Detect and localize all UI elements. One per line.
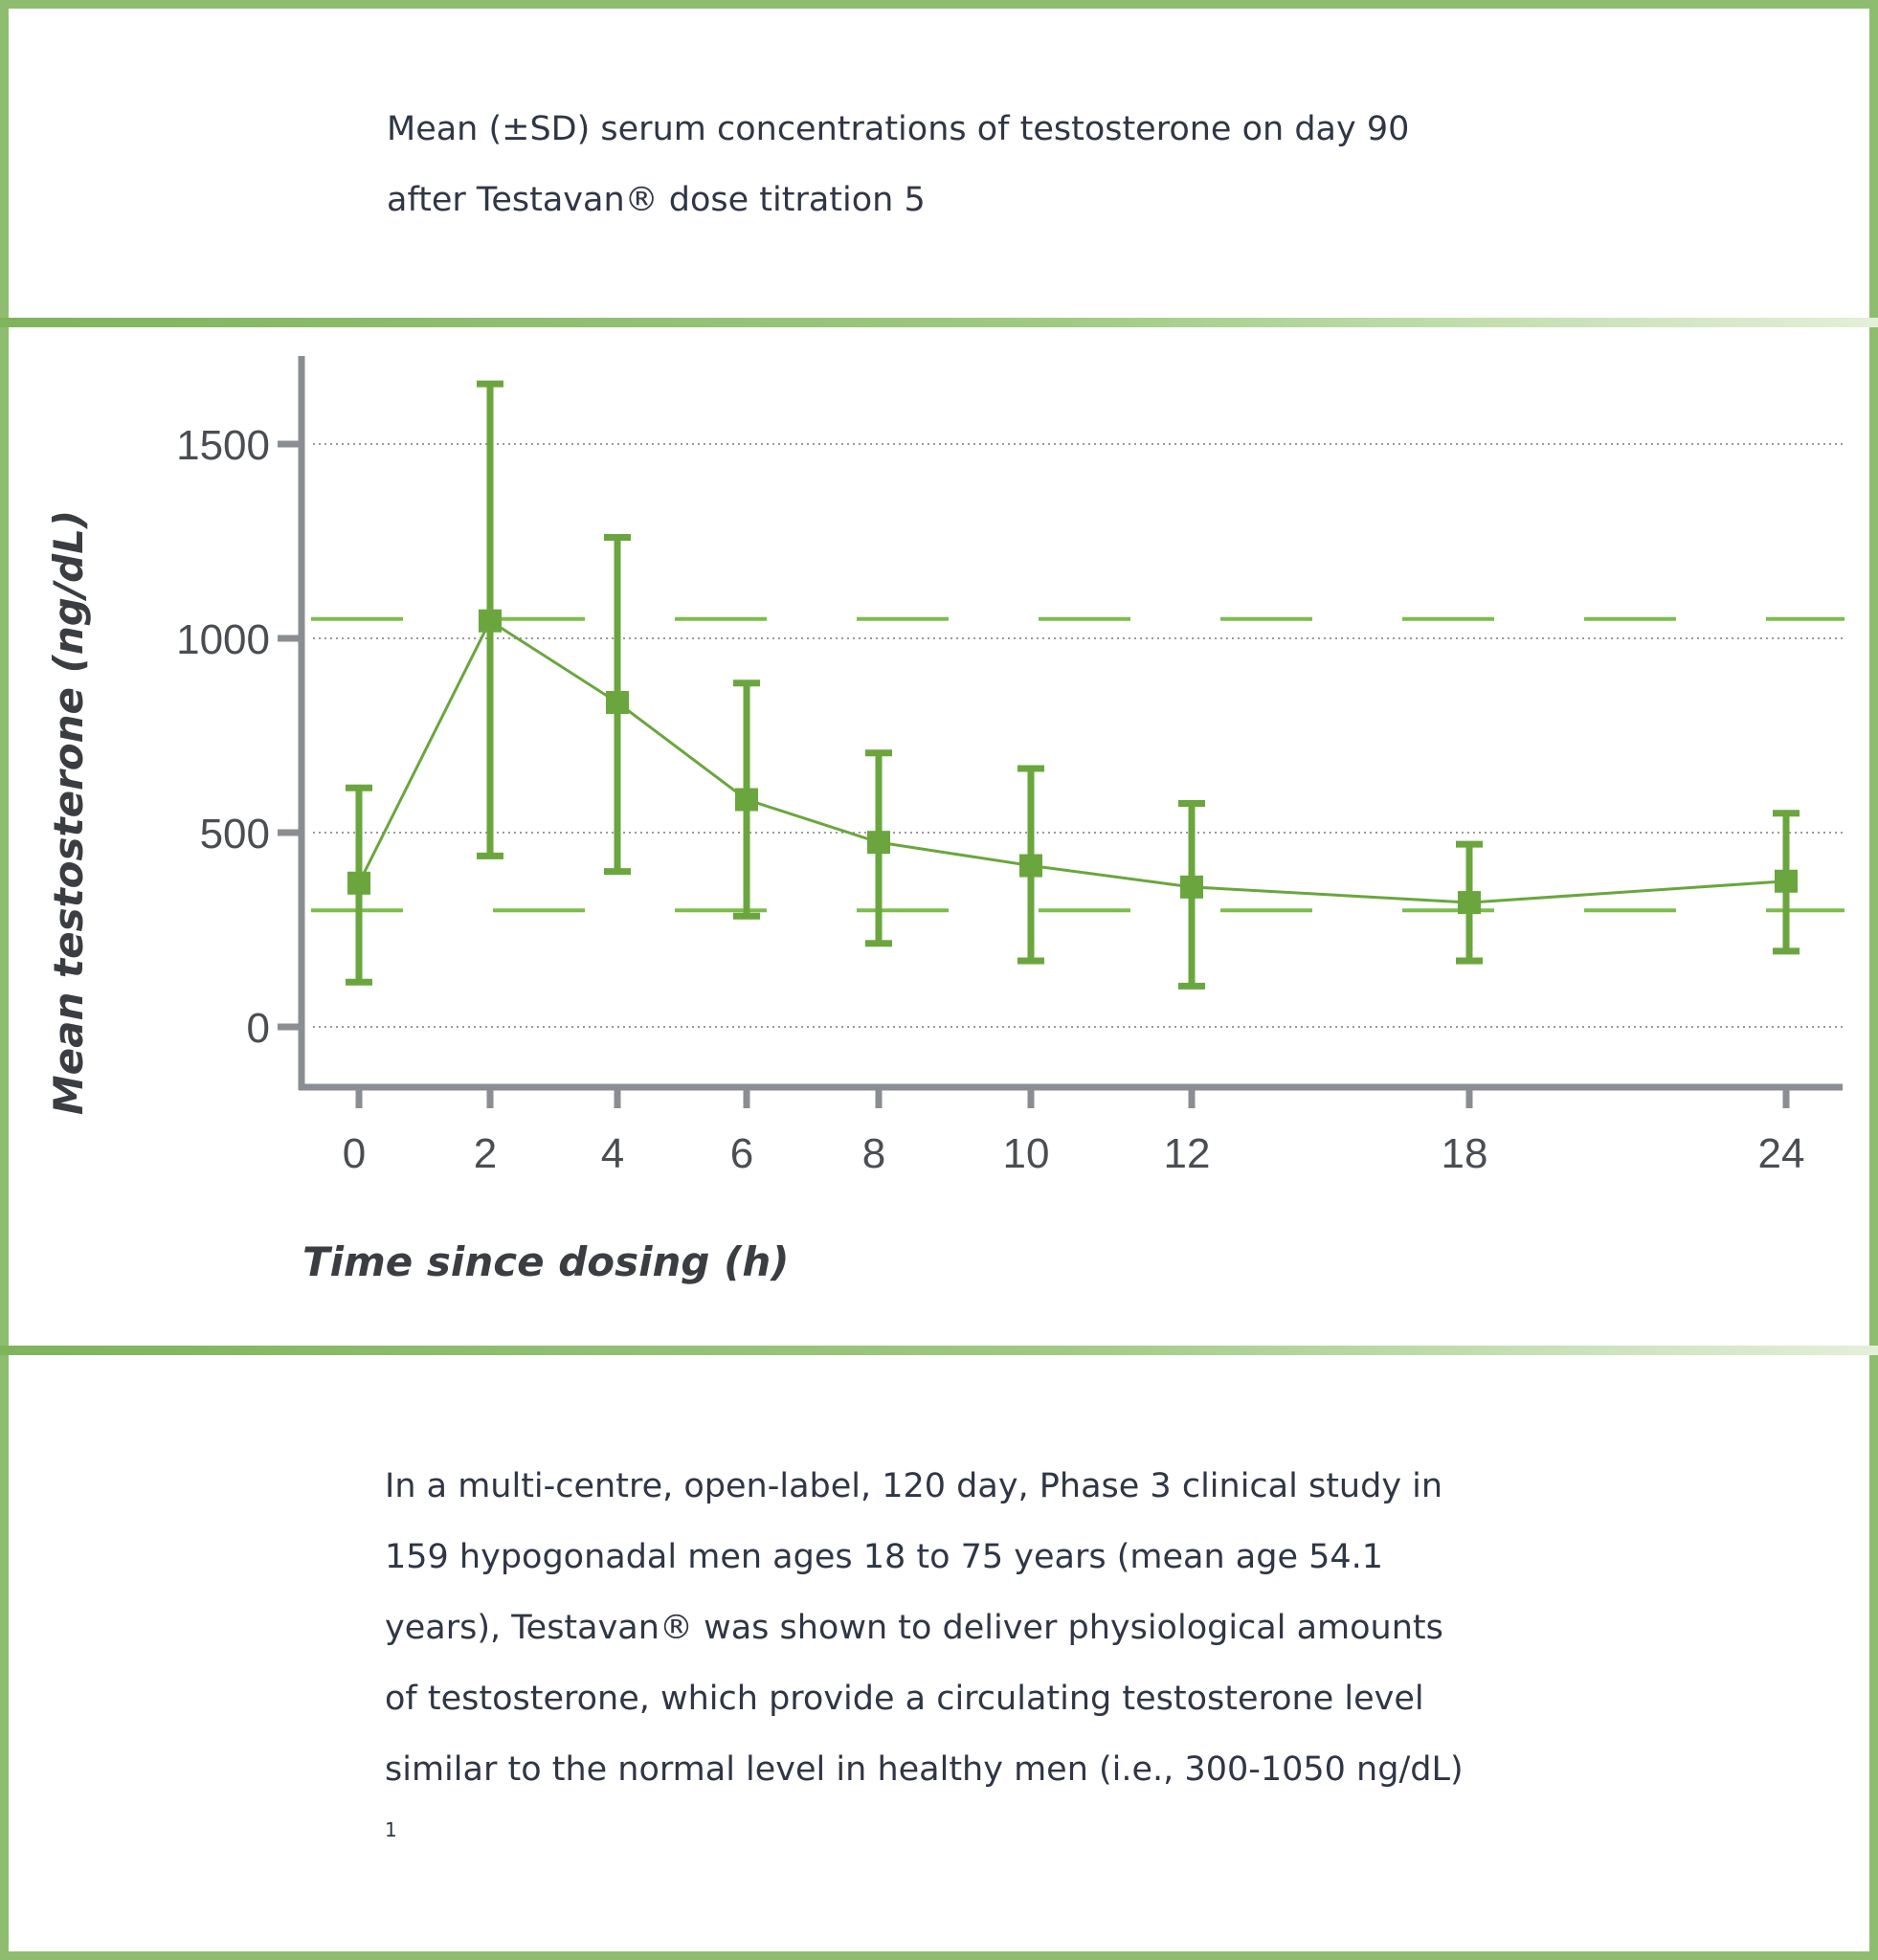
data-point-18 <box>1458 891 1481 915</box>
description-line-1: In a multi-centre, open-label, 120 day, … <box>385 1467 1443 1505</box>
series-line <box>357 618 1787 904</box>
x-axis-title: Time since dosing (h) <box>302 1238 789 1285</box>
data-point-0 <box>347 871 370 895</box>
footnote-reference: 1 <box>385 1818 397 1841</box>
x-tick-label-24: 24 <box>1758 1130 1805 1177</box>
data-point-4 <box>606 690 629 714</box>
data-point-24 <box>1775 869 1798 893</box>
data-point-12 <box>1180 875 1203 899</box>
y-tick-label-1500: 1500 <box>176 422 270 469</box>
caption-line-1: Mean (±SD) serum concentrations of testo… <box>387 110 1410 148</box>
axis-labels: Time since dosing (h) Mean testosterone (… <box>45 510 789 1285</box>
grid-lines <box>313 443 1843 1028</box>
description-line-3: years), Testavan® was shown to deliver p… <box>385 1609 1443 1647</box>
top-divider <box>0 318 1878 327</box>
y-axis-title: Mean testosterone (ng/dL) <box>45 510 92 1115</box>
y-tick-label-1000: 1000 <box>176 616 270 663</box>
x-tick-label-10: 10 <box>1003 1130 1050 1177</box>
x-tick-label-8: 8 <box>862 1130 885 1177</box>
description-line-4: of testosterone, which provide a circula… <box>385 1680 1424 1718</box>
axes <box>278 356 1843 1108</box>
x-tick-label-18: 18 <box>1442 1130 1488 1177</box>
x-tick-label-2: 2 <box>474 1130 497 1177</box>
chart-caption: Mean (±SD) serum concentrations of testo… <box>387 94 1535 235</box>
x-tick-label-6: 6 <box>730 1130 753 1177</box>
description-line-2: 159 hypogonadal men ages 18 to 75 years … <box>385 1538 1384 1576</box>
data-point-8 <box>867 831 890 855</box>
reference-lines <box>311 616 1844 913</box>
study-description: In a multi-centre, open-label, 120 day, … <box>385 1451 1533 1805</box>
data-point-10 <box>1019 854 1042 878</box>
y-tick-label-500: 500 <box>200 811 270 858</box>
caption-line-2: after Testavan® dose titration 5 <box>387 181 926 219</box>
x-tick-label-12: 12 <box>1164 1130 1211 1177</box>
bottom-divider <box>0 1346 1878 1355</box>
x-tick-label-4: 4 <box>601 1130 624 1177</box>
y-tick-label-0: 0 <box>247 1005 270 1052</box>
series <box>346 380 1800 990</box>
testosterone-chart: 1500 1000 500 0 0 2 4 6 8 10 12 18 24 Time since dos… <box>0 327 1878 1346</box>
x-tick-label-0: 0 <box>343 1130 366 1177</box>
data-point-6 <box>735 788 758 812</box>
description-line-5: similar to the normal level in healthy m… <box>385 1750 1464 1789</box>
data-point-2 <box>479 609 502 633</box>
